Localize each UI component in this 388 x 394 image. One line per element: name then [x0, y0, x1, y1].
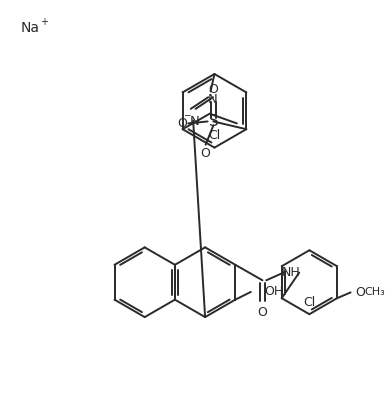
Text: Na: Na: [21, 20, 40, 35]
Text: O: O: [355, 286, 365, 299]
Text: O: O: [177, 117, 187, 130]
Text: −: −: [184, 110, 191, 119]
Text: O: O: [258, 306, 267, 319]
Text: +: +: [40, 17, 48, 27]
Text: N: N: [190, 115, 200, 128]
Text: O: O: [201, 147, 211, 160]
Text: OH: OH: [264, 285, 284, 298]
Text: O: O: [208, 83, 218, 96]
Text: Cl: Cl: [208, 128, 221, 141]
Text: CH₃: CH₃: [364, 287, 385, 297]
Text: N: N: [208, 93, 217, 106]
Text: NH: NH: [282, 266, 301, 279]
Text: Cl: Cl: [303, 296, 315, 309]
Text: S: S: [208, 114, 218, 129]
